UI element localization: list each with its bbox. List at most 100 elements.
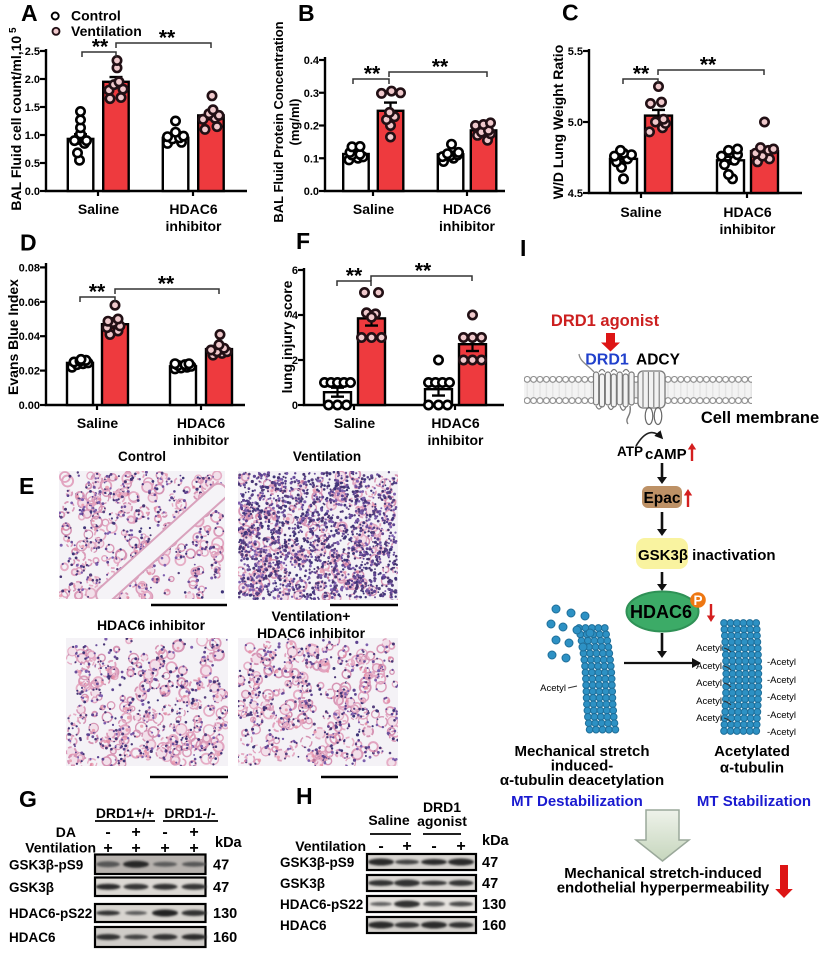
svg-text:0.06: 0.06	[19, 297, 40, 309]
svg-text:B: B	[298, 0, 315, 26]
svg-text:130: 130	[482, 897, 506, 913]
svg-text:1.5: 1.5	[25, 102, 40, 114]
svg-text:DRD1 agonist: DRD1 agonist	[551, 312, 660, 330]
svg-text:DRD1+/+: DRD1+/+	[96, 805, 154, 821]
svg-text:2.0: 2.0	[25, 74, 40, 86]
svg-text:Control: Control	[118, 449, 166, 464]
svg-text:HDAC6: HDAC6	[177, 415, 225, 431]
svg-text:-: -	[378, 838, 383, 855]
svg-text:F: F	[296, 228, 310, 254]
svg-text:0.02: 0.02	[19, 366, 40, 378]
svg-text:Ventilation: Ventilation	[293, 449, 361, 464]
svg-text:BAL Fluid Protein Concentratio: BAL Fluid Protein Concentration	[271, 21, 286, 222]
svg-text:47: 47	[213, 880, 229, 896]
svg-text:lung injury score: lung injury score	[279, 280, 295, 393]
svg-text:Cell membrane: Cell membrane	[701, 409, 819, 427]
svg-text:H: H	[296, 783, 313, 809]
svg-text:Evans Blue Index: Evans Blue Index	[5, 279, 21, 395]
svg-text:G: G	[19, 786, 37, 812]
svg-text:kDa: kDa	[215, 835, 243, 851]
svg-text:I: I	[520, 235, 526, 261]
svg-text:cAMP: cAMP	[645, 446, 687, 463]
svg-text:Control: Control	[71, 8, 121, 24]
svg-text:Saline: Saline	[78, 201, 119, 217]
svg-text:4.5: 4.5	[568, 188, 583, 200]
svg-text:HDAC6 inhibitor: HDAC6 inhibitor	[97, 617, 206, 633]
svg-text:HDAC6-pS22: HDAC6-pS22	[9, 906, 92, 921]
svg-text:DRD1-/-: DRD1-/-	[164, 805, 216, 821]
svg-text:DRD1: DRD1	[585, 352, 629, 369]
svg-text:Epac: Epac	[643, 490, 680, 507]
svg-text:160: 160	[213, 930, 237, 946]
svg-text:0.0: 0.0	[304, 186, 319, 198]
svg-text:0.08: 0.08	[19, 262, 40, 274]
svg-text:kDa: kDa	[482, 833, 510, 849]
svg-text:-: -	[431, 838, 436, 855]
svg-text:+: +	[131, 824, 140, 841]
svg-text:+: +	[160, 840, 169, 857]
svg-text:**: **	[159, 27, 176, 50]
svg-text:0.4: 0.4	[304, 55, 320, 67]
svg-text:**: **	[700, 54, 717, 77]
svg-text:HDAC6: HDAC6	[280, 918, 327, 933]
svg-text:+: +	[456, 838, 465, 855]
svg-text:0.04: 0.04	[19, 331, 41, 343]
svg-text:**: **	[633, 63, 650, 86]
svg-text:DA: DA	[56, 824, 76, 840]
svg-text:0: 0	[292, 400, 298, 412]
svg-text:HDAC6: HDAC6	[723, 204, 771, 220]
svg-text:**: **	[92, 36, 109, 59]
svg-text:130: 130	[213, 906, 237, 922]
svg-text:P: P	[693, 593, 702, 608]
svg-text:D: D	[20, 230, 37, 256]
svg-text:0.2: 0.2	[304, 121, 319, 133]
svg-text:5.0: 5.0	[568, 117, 583, 129]
svg-text:+: +	[189, 824, 198, 841]
svg-text:**: **	[158, 273, 175, 296]
svg-text:0.0: 0.0	[25, 186, 40, 198]
svg-text:HDAC6-pS22: HDAC6-pS22	[280, 897, 363, 912]
svg-text:Ventilation: Ventilation	[25, 840, 96, 856]
svg-text:ATP: ATP	[617, 444, 643, 459]
svg-text:4: 4	[292, 310, 299, 322]
svg-text:160: 160	[482, 918, 506, 934]
svg-text:HDAC6: HDAC6	[431, 415, 479, 431]
svg-text:Saline: Saline	[77, 415, 118, 431]
svg-text:Saline: Saline	[334, 415, 375, 431]
svg-text:+: +	[103, 840, 112, 857]
svg-text:0.5: 0.5	[25, 158, 40, 170]
svg-text:W/D Lung Weight Ratio: W/D Lung Weight Ratio	[550, 45, 566, 200]
svg-text:1.0: 1.0	[25, 130, 40, 142]
svg-text:**: **	[364, 63, 381, 86]
svg-text:(mg/ml): (mg/ml)	[287, 99, 302, 146]
svg-text:A: A	[21, 0, 38, 26]
svg-text:C: C	[562, 0, 579, 26]
svg-text:0.3: 0.3	[304, 88, 319, 100]
svg-text:-: -	[105, 824, 110, 841]
svg-text:+: +	[402, 838, 411, 855]
svg-text:**: **	[89, 281, 106, 304]
svg-text:Saline: Saline	[353, 201, 394, 217]
svg-text:inhibitor: inhibitor	[720, 221, 777, 237]
svg-text:GSK3β: GSK3β	[280, 876, 325, 891]
svg-text:Saline: Saline	[368, 812, 409, 828]
svg-text:E: E	[19, 473, 34, 499]
svg-text:HDAC6: HDAC6	[169, 201, 217, 217]
svg-text:inhibitor: inhibitor	[439, 218, 496, 234]
svg-text:HDAC6: HDAC6	[443, 201, 491, 217]
svg-text:HDAC6 inhibitor: HDAC6 inhibitor	[257, 625, 366, 641]
svg-text:agonist: agonist	[417, 813, 467, 829]
svg-text:47: 47	[482, 876, 498, 892]
svg-text:0.00: 0.00	[19, 400, 40, 412]
svg-text:inhibitor: inhibitor	[428, 432, 485, 448]
svg-text:**: **	[346, 265, 363, 288]
svg-text:ADCY: ADCY	[636, 352, 681, 369]
svg-text:-: -	[162, 824, 167, 841]
svg-text:HDAC6: HDAC6	[9, 930, 56, 945]
svg-text:GSK3β inactivation: GSK3β inactivation	[638, 547, 776, 564]
svg-text:Ventilation: Ventilation	[295, 838, 366, 854]
svg-text:inhibitor: inhibitor	[173, 432, 230, 448]
svg-text:GSK3β-pS9: GSK3β-pS9	[9, 857, 83, 872]
svg-text:Saline: Saline	[620, 204, 661, 220]
svg-text:5.5: 5.5	[568, 46, 583, 58]
